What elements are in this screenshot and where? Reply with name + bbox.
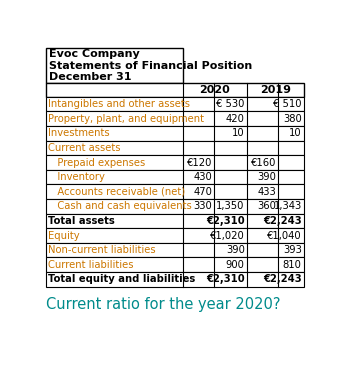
- Text: Intangibles and other assets: Intangibles and other assets: [48, 99, 190, 109]
- Text: 360: 360: [257, 201, 276, 211]
- Text: Non-current liabilities: Non-current liabilities: [48, 245, 156, 255]
- Text: € 530: € 530: [216, 99, 245, 109]
- Text: 470: 470: [194, 187, 212, 197]
- Text: 900: 900: [226, 260, 245, 270]
- Text: €1,020: €1,020: [210, 231, 245, 240]
- Text: €2,310: €2,310: [206, 274, 245, 284]
- Text: Current ratio for the year 2020?: Current ratio for the year 2020?: [45, 297, 280, 312]
- Text: Cash and cash equivalents: Cash and cash equivalents: [48, 201, 192, 211]
- Bar: [45, 83, 304, 97]
- Text: 390: 390: [257, 172, 276, 182]
- Text: Total equity and liabilities: Total equity and liabilities: [48, 274, 195, 284]
- Text: 1,350: 1,350: [216, 201, 245, 211]
- Bar: [45, 170, 304, 185]
- Text: Evoc Company: Evoc Company: [49, 49, 139, 59]
- Text: €1,040: €1,040: [267, 231, 302, 240]
- Text: December 31: December 31: [49, 72, 131, 82]
- Text: €2,243: €2,243: [263, 274, 302, 284]
- Bar: [45, 243, 304, 257]
- Text: €120: €120: [187, 158, 212, 168]
- Text: 430: 430: [194, 172, 212, 182]
- Text: Investments: Investments: [48, 128, 110, 138]
- Text: 390: 390: [226, 245, 245, 255]
- Text: 810: 810: [283, 260, 302, 270]
- Text: €160: €160: [251, 158, 276, 168]
- Bar: [45, 214, 304, 228]
- Bar: [45, 48, 183, 83]
- Text: €2,243: €2,243: [263, 216, 302, 226]
- Text: 1,343: 1,343: [274, 201, 302, 211]
- Text: Current liabilities: Current liabilities: [48, 260, 134, 270]
- Bar: [45, 155, 304, 170]
- Text: 433: 433: [257, 187, 276, 197]
- Text: 2019: 2019: [260, 85, 291, 95]
- Text: 10: 10: [289, 128, 302, 138]
- Text: Inventory: Inventory: [48, 172, 105, 182]
- Bar: [45, 257, 304, 272]
- Bar: [45, 126, 304, 140]
- Text: € 510: € 510: [273, 99, 302, 109]
- Text: 380: 380: [283, 114, 302, 124]
- Text: 330: 330: [194, 201, 212, 211]
- Bar: [45, 185, 304, 199]
- Bar: [45, 111, 304, 126]
- Text: Equity: Equity: [48, 231, 80, 240]
- Text: Property, plant, and equipment: Property, plant, and equipment: [48, 114, 204, 124]
- Text: Total assets: Total assets: [48, 216, 115, 226]
- Text: Prepaid expenses: Prepaid expenses: [48, 158, 145, 168]
- Text: €2,310: €2,310: [206, 216, 245, 226]
- Text: 10: 10: [232, 128, 245, 138]
- Text: Accounts receivable (net): Accounts receivable (net): [48, 187, 185, 197]
- Bar: [45, 199, 304, 214]
- Bar: [45, 97, 304, 111]
- Bar: [45, 140, 304, 155]
- Text: 420: 420: [226, 114, 245, 124]
- Text: 2020: 2020: [199, 85, 230, 95]
- Text: Statements of Financial Position: Statements of Financial Position: [49, 60, 252, 70]
- Text: Current assets: Current assets: [48, 143, 121, 153]
- Bar: [45, 228, 304, 243]
- Bar: [45, 272, 304, 287]
- Text: 393: 393: [283, 245, 302, 255]
